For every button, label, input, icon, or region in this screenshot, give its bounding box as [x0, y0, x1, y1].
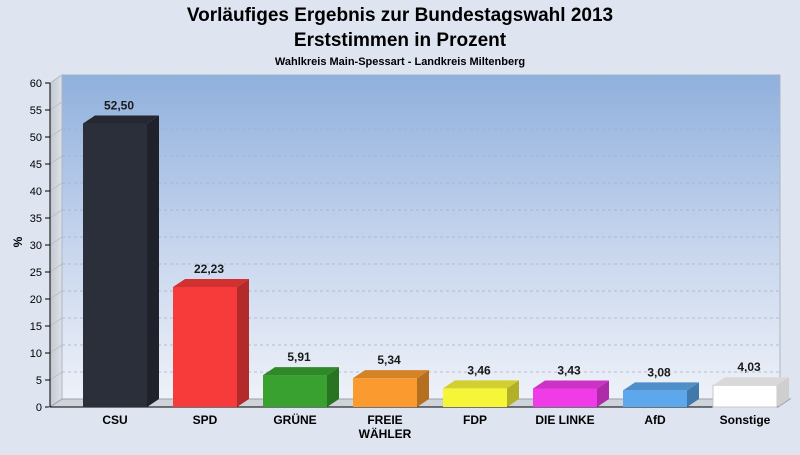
y-tick-label: 35	[30, 213, 42, 225]
bar-side	[417, 370, 429, 407]
chart-title: Vorläufiges Ergebnis zur Bundestagswahl …	[187, 5, 613, 26]
x-tick-label: CSU	[102, 413, 127, 427]
y-tick-label: 55	[30, 105, 42, 117]
y-axis-label: %	[11, 236, 25, 247]
chart-subtitle: Erststimmen in Prozent	[294, 30, 507, 51]
bar-side	[777, 377, 789, 407]
y-tick-label: 40	[30, 186, 42, 198]
bar-top	[173, 278, 249, 287]
bar-value-label: 3,43	[557, 363, 581, 377]
x-tick-label: AfD	[644, 413, 666, 427]
bar-side	[687, 382, 699, 407]
y-tick-label: 5	[36, 375, 42, 387]
chart-caption: Wahlkreis Main-Spessart - Landkreis Milt…	[275, 56, 525, 68]
bar-value-label: 5,34	[377, 353, 401, 367]
y-tick-label: 0	[36, 402, 42, 414]
grid-line-side	[49, 74, 63, 84]
bar	[353, 378, 417, 407]
bar-value-label: 52,50	[104, 99, 134, 113]
bar-value-label: 4,03	[737, 360, 761, 374]
bar-value-label: 3,08	[647, 365, 671, 379]
y-tick-label: 15	[30, 321, 42, 333]
grid-line-side	[49, 128, 63, 138]
y-tick-label: 10	[30, 348, 42, 360]
y-tick-label: 20	[30, 294, 42, 306]
bar-side	[237, 278, 249, 407]
x-tick-label: FREIE	[367, 413, 402, 427]
x-tick-label: GRÜNE	[273, 412, 316, 427]
bar	[173, 286, 237, 407]
grid-line-side	[49, 290, 63, 300]
bar-top	[623, 382, 699, 391]
x-tick-label: FDP	[463, 413, 487, 427]
x-tick-label: WÄHLER	[359, 426, 412, 441]
x-tick-label: DIE LINKE	[535, 413, 594, 427]
bar	[443, 388, 507, 407]
bar	[712, 384, 778, 408]
bar-top	[353, 370, 429, 379]
bar-value-label: 3,46	[467, 363, 491, 377]
x-tick-label: SPD	[193, 413, 218, 427]
bar-top	[533, 380, 609, 389]
grid-line-side	[49, 371, 63, 381]
bar-top	[443, 380, 519, 389]
x-tick-label: Sonstige	[720, 413, 771, 427]
grid-line-side	[49, 344, 63, 354]
bar-value-label: 22,23	[194, 262, 224, 276]
bar-top	[263, 367, 339, 376]
bar	[533, 388, 597, 407]
plot-back-wall	[61, 74, 781, 400]
bar-side	[147, 115, 159, 407]
grid-line-side	[49, 263, 63, 273]
y-tick-label: 45	[30, 159, 42, 171]
grid-line-side	[49, 101, 63, 111]
bar	[263, 375, 327, 407]
y-tick-label: 30	[30, 240, 42, 252]
bar-side	[597, 380, 609, 407]
bar-top	[713, 377, 789, 386]
bar-top	[83, 115, 159, 124]
y-tick-label: 60	[30, 78, 42, 90]
grid-line-side	[49, 317, 63, 327]
bar	[623, 390, 687, 407]
y-tick-label: 50	[30, 132, 42, 144]
grid-line-side	[49, 236, 63, 246]
grid-line-side	[49, 155, 63, 165]
grid-line-side	[49, 182, 63, 192]
bar	[83, 123, 147, 407]
bar-side	[327, 367, 339, 407]
bar-value-label: 5,91	[287, 350, 311, 364]
plot-area: 0 5 10 15 20 25 30 35 40 45 50 55 60 52,50 CSU 22,23 SPD…	[30, 74, 792, 441]
bar-side	[507, 380, 519, 407]
grid-line-side	[49, 209, 63, 219]
y-tick-label: 25	[30, 267, 42, 279]
